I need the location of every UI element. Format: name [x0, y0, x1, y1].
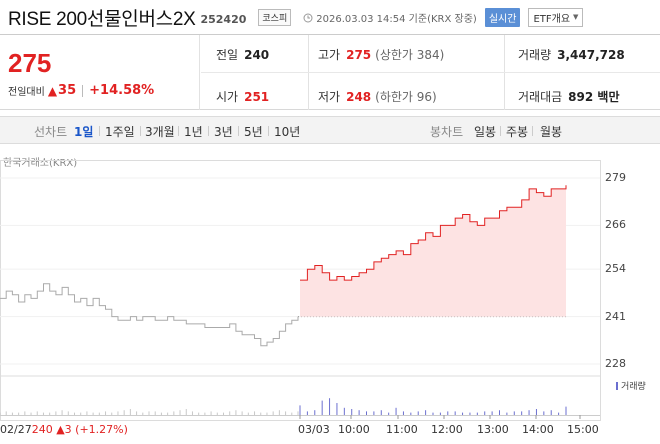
divider — [532, 126, 533, 136]
trade-amount: 거래대금 892 백만 — [518, 88, 619, 105]
prev-day-line — [0, 283, 299, 347]
change-label: 전일대비 — [8, 87, 45, 98]
y-tick-label: 254 — [605, 262, 626, 276]
clock-icon — [303, 13, 313, 22]
realtime-button[interactable]: 실시간 — [484, 7, 521, 27]
stock-code: 252420 — [200, 12, 247, 26]
today-price-line — [300, 185, 567, 281]
y-tick-label: 279 — [605, 171, 626, 184]
up-triangle-icon: ▲ — [47, 83, 58, 98]
low-label: 저가 — [318, 90, 341, 104]
x-tick-label: 03/03 — [298, 423, 330, 436]
y-tick-label: 241 — [605, 309, 626, 323]
candle-weekly[interactable]: 주봉 — [506, 125, 529, 139]
divider — [201, 72, 660, 73]
datetime-text: 2026.03.03 14:54 기준(KRX 장중) — [316, 14, 477, 25]
period-1w[interactable]: 1주일 — [105, 125, 135, 139]
x-tick-label: 12:00 — [431, 423, 463, 436]
volume-value: 3,447,728 — [557, 48, 625, 62]
chart-frame — [0, 160, 601, 421]
line-chart-label: 선차트 — [34, 125, 68, 139]
prev-close: 전일 240 — [216, 46, 269, 63]
volume: 거래량 3,447,728 — [518, 46, 625, 63]
amount-label: 거래대금 — [518, 90, 563, 104]
chart-period-bar: 선차트 1일 1주일 3개월 1년 3년 5년 10년 봉차트 일봉 주봉 월봉 — [0, 116, 660, 144]
x-tick-label: 13:00 — [477, 423, 509, 436]
candle-daily[interactable]: 일봉 — [474, 125, 497, 139]
divider — [178, 126, 179, 136]
etf-overview-label: ETF개요 — [533, 13, 571, 25]
period-3y[interactable]: 3년 — [214, 125, 233, 139]
change-percent: +14.58% — [89, 83, 155, 98]
prev-day-change: ▲3 (+1.27%) — [56, 423, 128, 436]
x-tick-label: 11:00 — [386, 423, 418, 436]
amount-value: 892 백만 — [568, 90, 620, 104]
prev-close-value: 240 — [244, 48, 270, 62]
period-10y[interactable]: 10년 — [274, 125, 301, 139]
lower-limit: (하한가 96) — [375, 90, 437, 104]
prev-day-summary: 02/27240 ▲3 (+1.27%) — [0, 423, 128, 436]
price-change: 전일대비 ▲ 35 +14.58% — [8, 83, 154, 98]
divider — [99, 126, 100, 136]
change-value: 35 — [58, 83, 77, 98]
price-chart[interactable] — [0, 160, 660, 422]
divider — [140, 126, 141, 136]
chevron-down-icon: ▼ — [573, 13, 579, 21]
period-1y[interactable]: 1년 — [184, 125, 203, 139]
open-price: 시가 251 — [216, 88, 269, 105]
stock-name: RISE 200선물인버스2X — [8, 8, 196, 30]
divider — [500, 126, 501, 136]
etf-overview-button[interactable]: ETF개요 ▼ — [528, 7, 584, 27]
volume-legend-label: 거래량 — [621, 382, 646, 392]
period-3m[interactable]: 3개월 — [145, 125, 175, 139]
today-area — [300, 185, 566, 317]
volume-legend-swatch — [616, 381, 618, 390]
volume-legend: 거래량 — [616, 379, 646, 392]
current-price: 275 — [8, 48, 52, 78]
divider — [82, 84, 84, 97]
low-value: 248 — [346, 90, 372, 104]
prev-day-label: 02/27 — [0, 423, 32, 436]
market-badge: 코스피 — [258, 9, 292, 26]
stock-header: RISE 200선물인버스2X 252420 코스피 2026.03.03 14… — [0, 0, 660, 34]
divider — [268, 126, 269, 136]
high-label: 고가 — [318, 48, 341, 62]
candle-monthly[interactable]: 월봉 — [540, 125, 563, 139]
low-price: 저가 248 (하한가 96) — [318, 88, 437, 105]
high-value: 275 — [346, 48, 372, 62]
upper-limit: (상한가 384) — [375, 48, 445, 62]
period-5y[interactable]: 5년 — [244, 125, 263, 139]
open-label: 시가 — [216, 90, 239, 104]
open-value: 251 — [244, 90, 270, 104]
prev-close-label: 전일 — [216, 48, 239, 62]
y-tick-label: 228 — [605, 357, 626, 370]
divider — [208, 126, 209, 136]
candle-chart-label: 봉차트 — [430, 125, 464, 139]
datetime: 2026.03.03 14:54 기준(KRX 장중) — [303, 10, 477, 25]
price-summary: 275 전일대비 ▲ 35 +14.58% 전일 240 시가 251 고가 275(… — [0, 34, 660, 110]
volume-label: 거래량 — [518, 48, 552, 62]
current-price-box: 275 전일대비 ▲ 35 +14.58% — [0, 35, 200, 110]
y-tick-label: 266 — [605, 218, 626, 232]
prev-day-value: 240 — [31, 423, 53, 436]
period-1d[interactable]: 1일 — [74, 125, 94, 139]
x-tick-label: 14:00 — [522, 423, 554, 436]
data-source: 한국거래소(KRX) — [3, 158, 78, 169]
high-price: 고가 275 (상한가 384) — [318, 46, 444, 63]
x-tick-label: 15:00 — [567, 423, 599, 436]
divider — [238, 126, 239, 136]
x-tick-label: 10:00 — [338, 423, 370, 436]
